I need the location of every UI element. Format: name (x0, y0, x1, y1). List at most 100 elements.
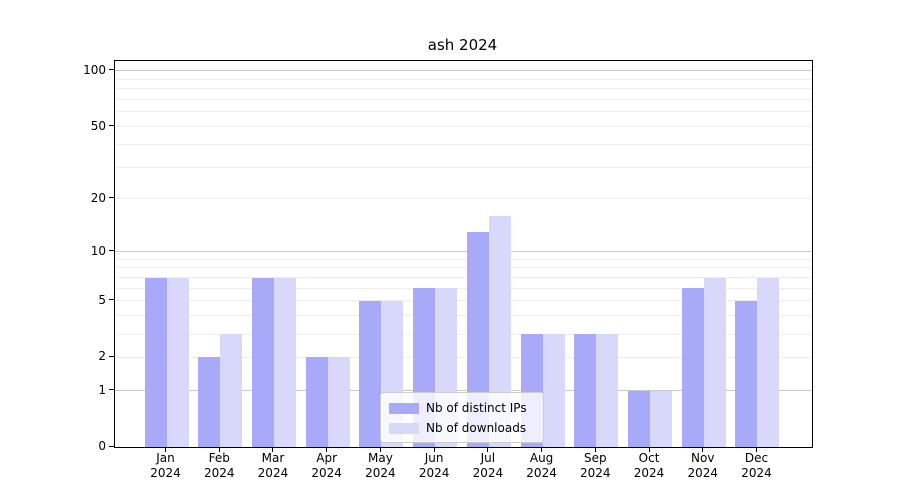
y-tick-label: 5 (98, 292, 106, 307)
x-tick-mark (648, 447, 650, 452)
x-tick-month: Jun (424, 451, 444, 465)
minor-gridline (115, 315, 812, 317)
minor-gridline (115, 126, 812, 128)
x-tick-mark (755, 447, 757, 452)
minor-gridline (115, 267, 812, 269)
bar-ips-may (359, 300, 382, 447)
x-tick-year: 2024 (257, 466, 289, 480)
bar-ips-sep (574, 334, 597, 447)
x-tick-month: Dec (744, 451, 769, 465)
x-tick-mark (218, 447, 220, 452)
x-tick-year: 2024 (203, 466, 235, 480)
bar-downloads-mar (273, 277, 296, 447)
y-tick-mark (109, 250, 114, 252)
y-tick-label: 100 (83, 62, 106, 77)
bar-downloads-apr (327, 357, 350, 447)
x-tick-month: May (368, 451, 393, 465)
x-tick-year: 2024 (741, 466, 772, 480)
x-tick-mark (272, 447, 274, 452)
bar-downloads-feb (220, 334, 243, 447)
y-tick-label: 2 (98, 349, 106, 364)
bar-downloads-jan (166, 277, 189, 447)
x-tick-year: 2024 (633, 466, 665, 480)
x-tick-month: Aug (529, 451, 554, 465)
bar-ips-oct (628, 390, 651, 447)
minor-gridline (115, 277, 812, 279)
minor-gridline (115, 356, 812, 358)
legend-row: Nb of downloads (389, 418, 537, 438)
bar-downloads-nov (703, 277, 726, 447)
x-tick-month: Oct (638, 451, 660, 465)
x-tick-mark (433, 447, 435, 452)
bar-ips-jan (144, 277, 167, 447)
x-tick-year: 2024 (472, 466, 504, 480)
x-tick-mark (702, 447, 704, 452)
x-tick-label: Feb 2024 (187, 451, 251, 481)
major-gridline (115, 70, 812, 72)
bar-downloads-jul (488, 216, 511, 447)
minor-gridline (115, 166, 812, 168)
minor-gridline (115, 300, 812, 302)
bar-downloads-sep (596, 334, 619, 447)
x-tick-label: Sep 2024 (563, 451, 627, 481)
minor-gridline (115, 258, 812, 260)
y-tick-label: 20 (90, 190, 106, 205)
legend: Nb of distinct IPs Nb of downloads (380, 392, 544, 443)
minor-gridline (115, 78, 812, 80)
x-tick-year: 2024 (687, 466, 719, 480)
y-tick-label: 0 (98, 439, 106, 453)
x-tick-month: Sep (584, 451, 607, 465)
y-tick-mark (109, 389, 114, 390)
x-tick-mark (165, 447, 166, 452)
chart-title: ash 2024 (427, 36, 498, 54)
y-tick-label: 10 (90, 243, 106, 258)
x-tick-month: Nov (691, 451, 715, 465)
bar-ips-apr (305, 357, 328, 447)
x-tick-year: 2024 (526, 466, 557, 480)
major-gridline (115, 390, 812, 391)
minor-gridline (115, 99, 812, 101)
bar-ips-nov (681, 288, 704, 447)
x-tick-mark (487, 447, 489, 452)
y-tick-mark (109, 299, 114, 301)
legend-swatch-downloads (389, 422, 419, 434)
legend-label-downloads: Nb of downloads (426, 421, 527, 435)
x-tick-label: Mar 2024 (241, 451, 305, 481)
bar-downloads-dec (757, 277, 780, 447)
x-tick-mark (541, 447, 543, 452)
minor-gridline (115, 111, 812, 113)
bar-downloads-aug (542, 334, 565, 447)
minor-gridline (115, 88, 812, 90)
minor-gridline (115, 333, 812, 335)
x-tick-label: Dec 2024 (724, 451, 788, 481)
x-tick-label: Aug 2024 (510, 451, 574, 481)
x-tick-year: 2024 (418, 466, 450, 480)
x-tick-label: Jan 2024 (134, 451, 198, 481)
x-tick-month: Jan (156, 451, 175, 465)
y-tick-mark (109, 355, 114, 357)
bar-ips-feb (198, 357, 221, 447)
y-tick-label: 1 (98, 382, 106, 397)
x-tick-month: Feb (208, 451, 230, 465)
x-tick-label: Nov 2024 (671, 451, 735, 481)
x-tick-year: 2024 (150, 466, 181, 480)
x-tick-label: Apr 2024 (295, 451, 359, 481)
x-tick-month: Apr (316, 451, 338, 465)
plot-area (114, 60, 813, 448)
legend-row: Nb of distinct IPs (389, 398, 537, 418)
x-tick-month: Jul (480, 451, 496, 465)
x-tick-label: Jun 2024 (402, 451, 466, 481)
y-tick-mark (109, 69, 114, 71)
minor-gridline (115, 143, 812, 145)
x-tick-label: May 2024 (348, 451, 412, 481)
minor-gridline (115, 198, 812, 200)
y-tick-label: 50 (90, 118, 106, 133)
x-tick-month: Mar (261, 451, 285, 465)
x-tick-label: Oct 2024 (617, 451, 681, 481)
bar-ips-dec (735, 300, 758, 447)
y-tick-mark (109, 445, 114, 447)
legend-label-distinct-ips: Nb of distinct IPs (426, 401, 527, 415)
x-tick-mark (326, 447, 328, 452)
y-tick-mark (109, 197, 114, 199)
